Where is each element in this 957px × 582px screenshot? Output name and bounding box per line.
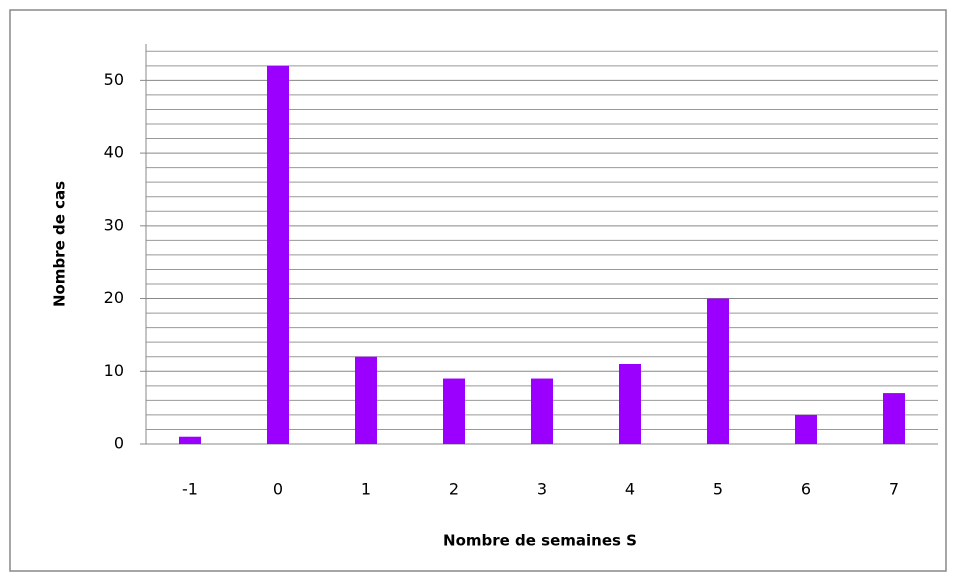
bar (883, 393, 905, 444)
x-tick-label: -1 (182, 480, 198, 499)
y-tick-label: 30 (104, 215, 124, 234)
x-tick-label: 6 (801, 480, 811, 499)
bar (443, 378, 465, 444)
bar (267, 65, 289, 445)
x-tick-label: 3 (537, 480, 547, 499)
x-tick-label: 4 (625, 480, 635, 499)
y-tick-label: 20 (104, 288, 124, 307)
y-tick-label: 50 (104, 70, 124, 89)
bar (619, 364, 641, 444)
bar (355, 356, 377, 444)
bar (795, 414, 817, 444)
chart-border (9, 9, 947, 572)
y-tick-label: 40 (104, 143, 124, 162)
x-tick-label: 0 (273, 480, 283, 499)
x-tick-label: 5 (713, 480, 723, 499)
y-tick-label: 10 (104, 361, 124, 380)
bar (179, 436, 201, 444)
y-axis-title: Nombre de cas (51, 181, 69, 307)
bar (707, 298, 729, 444)
x-tick-label: 2 (449, 480, 459, 499)
x-tick-label: 7 (889, 480, 899, 499)
y-tick-label: 0 (114, 434, 124, 453)
bar (531, 378, 553, 444)
x-axis-title: Nombre de semaines S (443, 532, 637, 550)
x-tick-label: 1 (361, 480, 371, 499)
